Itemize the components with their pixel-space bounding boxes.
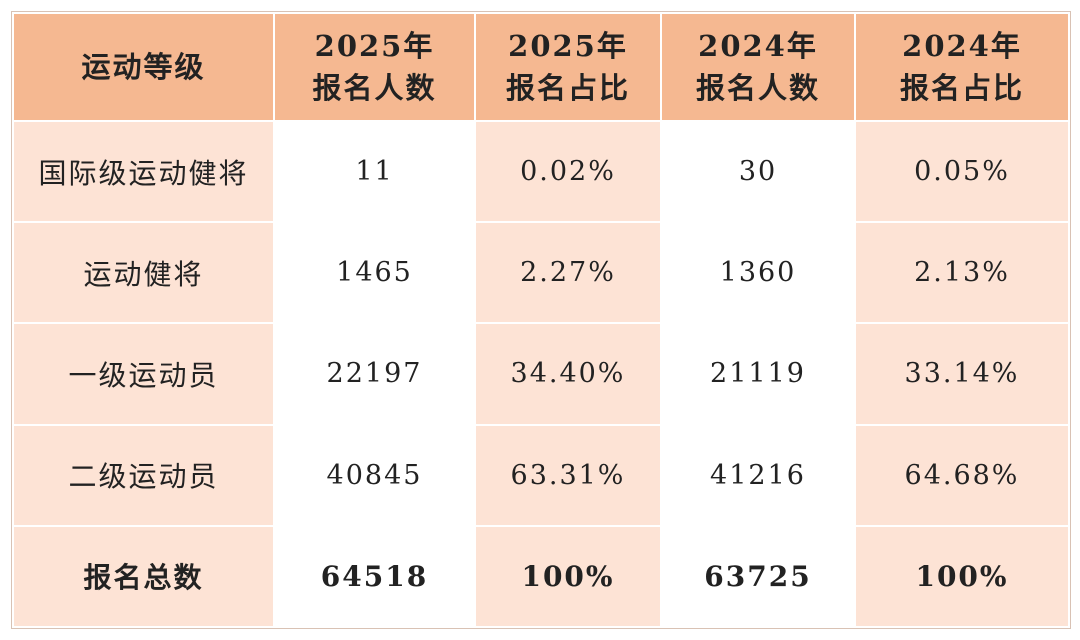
header-level-line1: 运动等级 bbox=[81, 50, 206, 84]
header-2024-share: 2024年 报名占比 bbox=[854, 12, 1070, 122]
cell-2024-count: 1360 bbox=[660, 221, 856, 325]
header-2024-count-label: 报名人数 bbox=[695, 71, 820, 105]
cell-2024-share: 0.05% bbox=[854, 119, 1070, 224]
row-label: 运动健将 bbox=[12, 221, 275, 325]
data-table: 运动等级 2025年 报名人数 2025年 报名占比 2024年 报名人数 20… bbox=[11, 11, 1071, 629]
cell-2024-share: 2.13% bbox=[854, 221, 1070, 325]
header-level: 运动等级 bbox=[12, 12, 275, 122]
total-2024-share: 100% bbox=[854, 524, 1070, 629]
cell-2025-count: 1465 bbox=[273, 221, 476, 325]
total-2025-share: 100% bbox=[474, 524, 662, 629]
total-2025-count: 64518 bbox=[273, 524, 476, 629]
header-2025-share-year: 2025年 bbox=[508, 29, 628, 63]
header-2025-share-label: 报名占比 bbox=[505, 71, 630, 105]
header-2025-count-year: 2025年 bbox=[314, 29, 435, 63]
cell-2024-count: 30 bbox=[660, 119, 856, 224]
cell-2025-share: 34.40% bbox=[474, 322, 662, 426]
cell-2024-count: 21119 bbox=[660, 322, 856, 426]
row-label: 一级运动员 bbox=[12, 322, 275, 426]
total-row: 报名总数 64518 100% 63725 100% bbox=[12, 524, 1070, 629]
header-2025-count: 2025年 报名人数 bbox=[273, 12, 476, 122]
row-label: 国际级运动健将 bbox=[12, 119, 275, 224]
cell-2024-share: 64.68% bbox=[854, 423, 1070, 527]
table-row: 二级运动员 40845 63.31% 41216 64.68% bbox=[12, 423, 1070, 527]
cell-2025-count: 22197 bbox=[273, 322, 476, 426]
cell-2025-count: 11 bbox=[273, 119, 476, 224]
table-row: 运动健将 1465 2.27% 1360 2.13% bbox=[12, 221, 1070, 325]
athlete-registration-table: 运动等级 2025年 报名人数 2025年 报名占比 2024年 报名人数 20… bbox=[11, 11, 1071, 629]
header-row: 运动等级 2025年 报名人数 2025年 报名占比 2024年 报名人数 20… bbox=[12, 12, 1070, 122]
header-2024-share-year: 2024年 bbox=[902, 29, 1022, 63]
header-2024-share-label: 报名占比 bbox=[899, 71, 1024, 105]
cell-2025-share: 63.31% bbox=[474, 423, 662, 527]
cell-2025-share: 2.27% bbox=[474, 221, 662, 325]
total-2024-count: 63725 bbox=[660, 524, 856, 629]
total-label: 报名总数 bbox=[12, 524, 275, 629]
cell-2025-share: 0.02% bbox=[474, 119, 662, 224]
header-2024-count-year: 2024年 bbox=[698, 29, 818, 63]
header-2025-share: 2025年 报名占比 bbox=[474, 12, 662, 122]
cell-2025-count: 40845 bbox=[273, 423, 476, 527]
header-2024-count: 2024年 报名人数 bbox=[660, 12, 856, 122]
header-2025-count-label: 报名人数 bbox=[312, 71, 437, 105]
row-label: 二级运动员 bbox=[12, 423, 275, 527]
table-row: 国际级运动健将 11 0.02% 30 0.05% bbox=[12, 119, 1070, 224]
cell-2024-share: 33.14% bbox=[854, 322, 1070, 426]
table-row: 一级运动员 22197 34.40% 21119 33.14% bbox=[12, 322, 1070, 426]
cell-2024-count: 41216 bbox=[660, 423, 856, 527]
